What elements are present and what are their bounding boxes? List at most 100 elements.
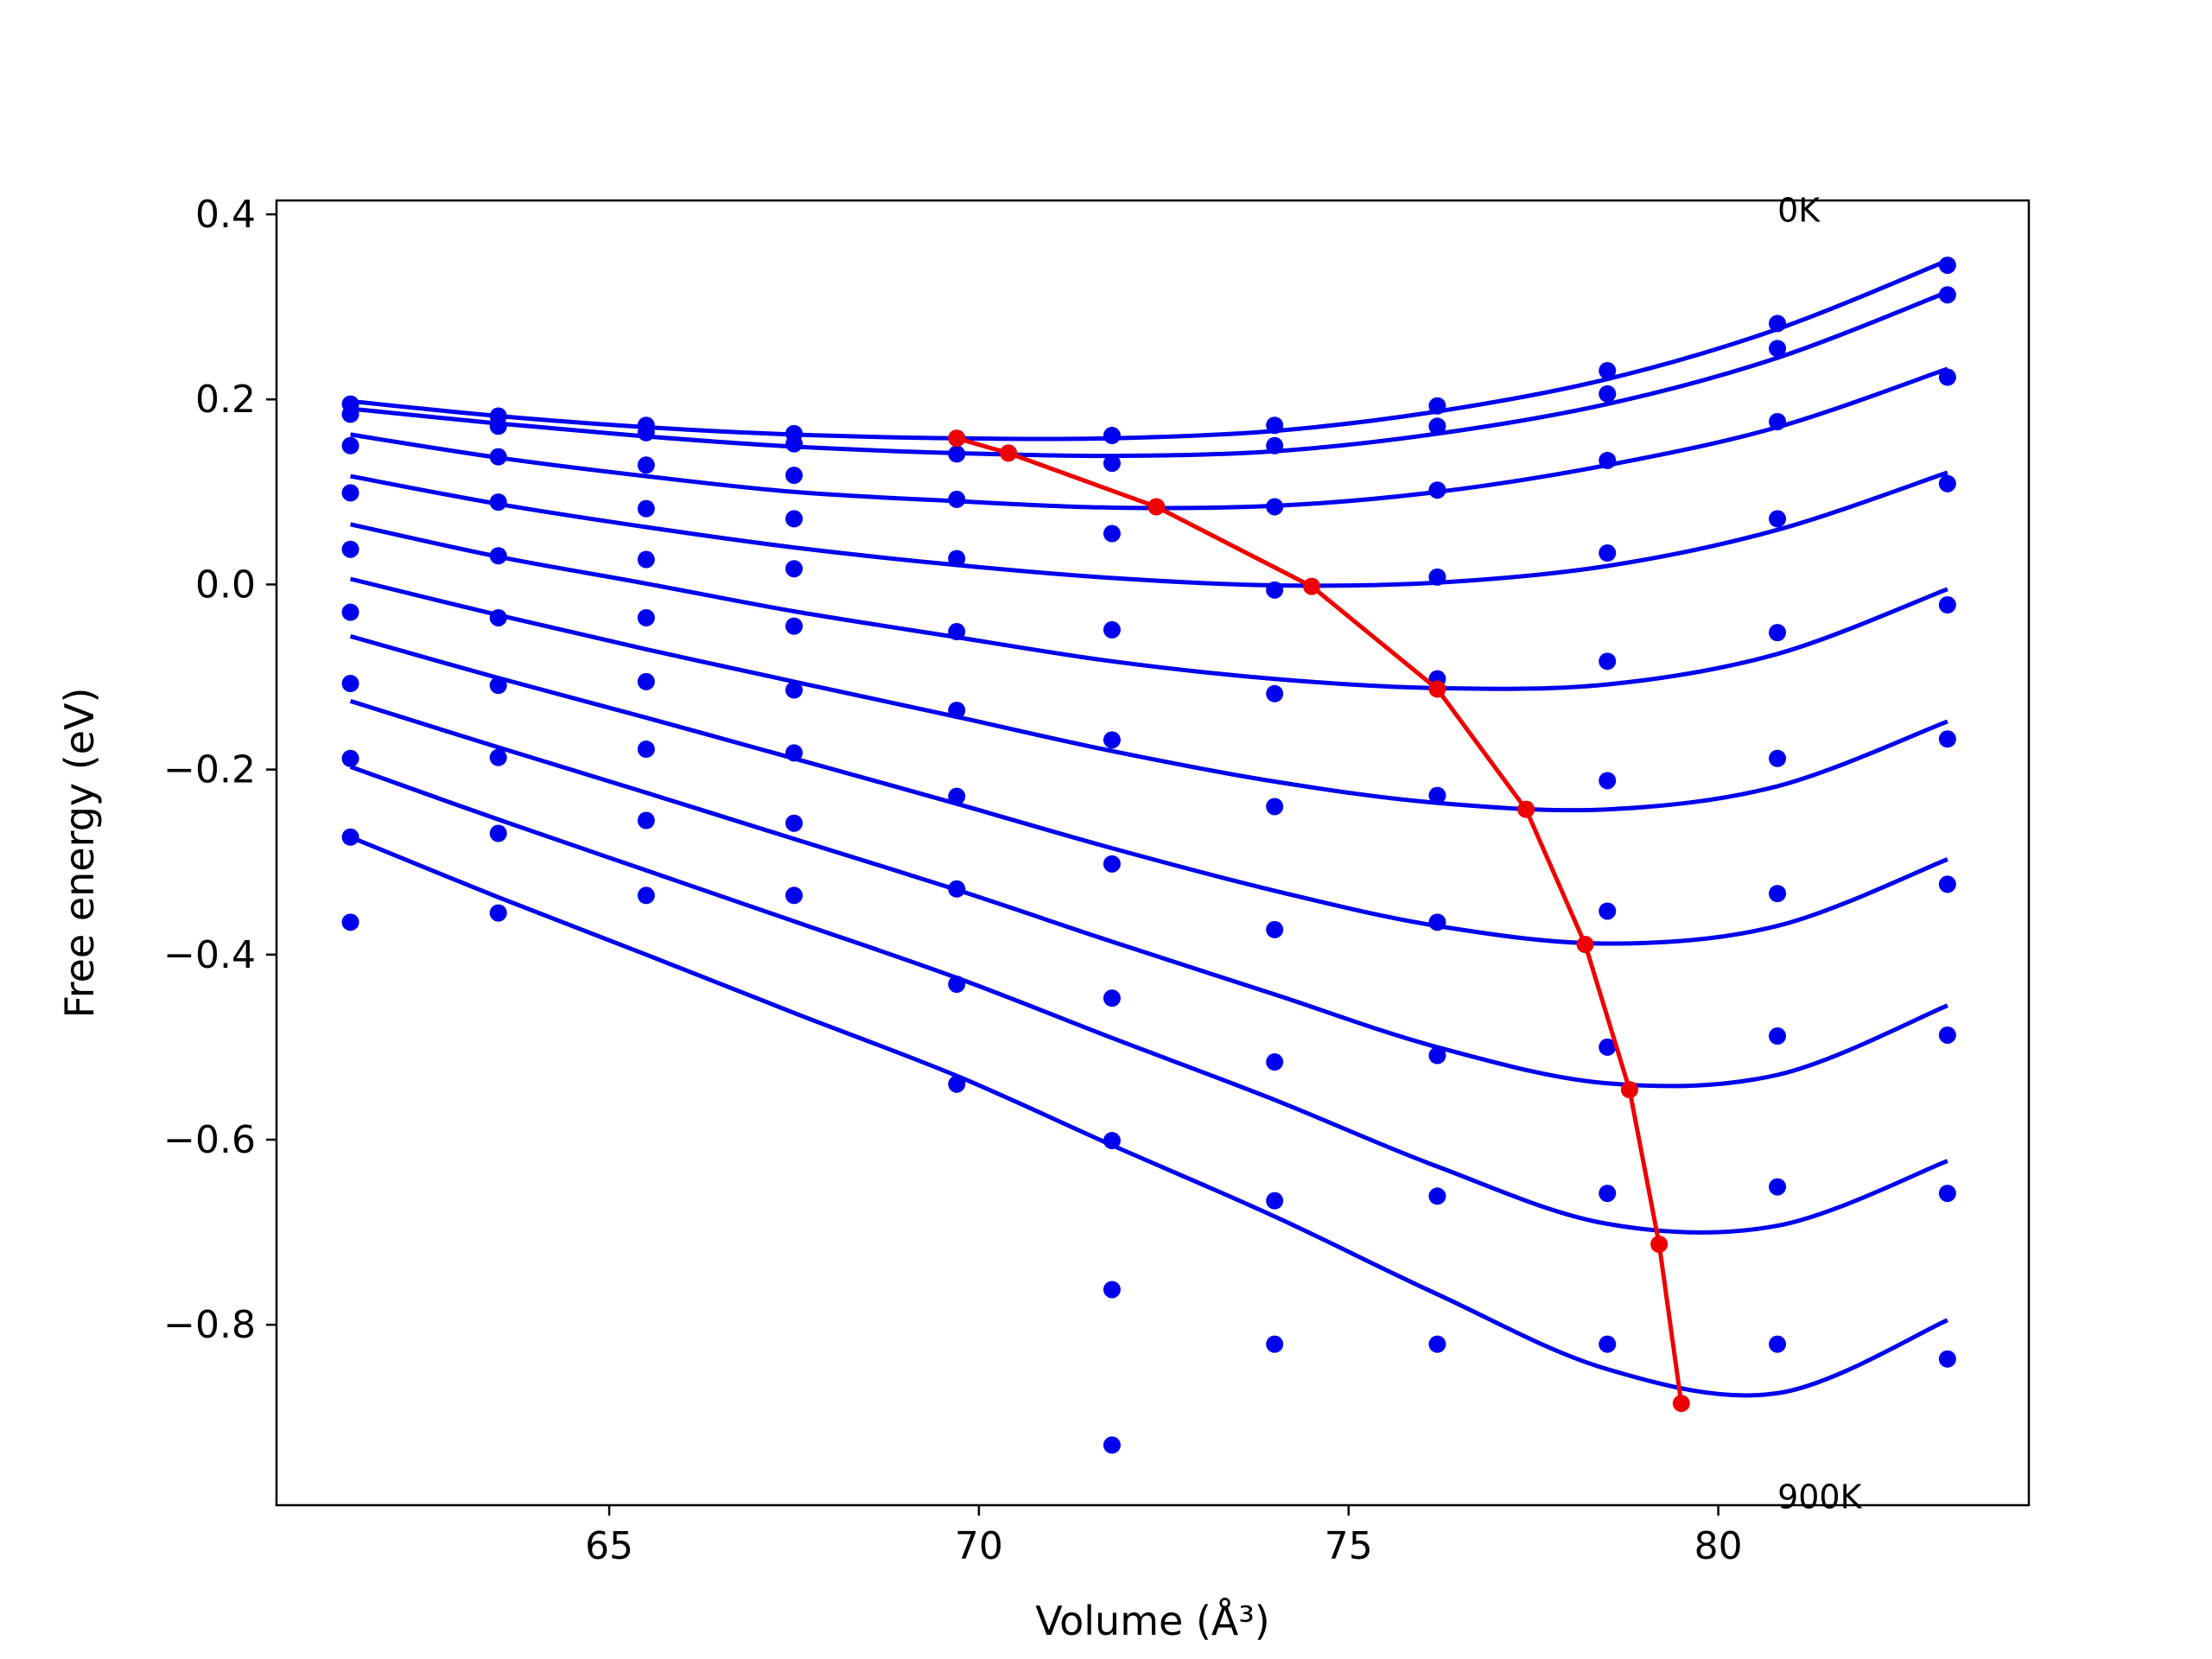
data-point-s1-0 [341, 405, 359, 423]
y-tick-label-6: −0.8 [163, 1303, 256, 1347]
x-tick-label-0: 65 [585, 1524, 633, 1568]
data-point-s7-3 [785, 744, 803, 762]
x-axis-label: Volume (Å³) [1035, 1598, 1270, 1644]
data-point-s3-3 [785, 510, 803, 528]
data-point-s2-10 [1938, 368, 1956, 386]
plot-frame [275, 199, 2031, 1507]
data-point-s8-2 [637, 811, 655, 830]
data-point-s1-5 [1103, 454, 1121, 473]
data-point-s0-6 [1266, 416, 1284, 435]
data-point-s8-6 [1266, 1192, 1284, 1210]
data-point-s6-7 [1428, 913, 1446, 931]
x-tick-label-1: 70 [955, 1524, 1003, 1568]
data-point-s3-5 [1103, 620, 1121, 639]
fit-curve-9 [349, 835, 1948, 1398]
data-point-s5-5 [1103, 855, 1121, 873]
minimum-path-point-4 [1428, 680, 1446, 698]
data-point-s0-5 [1103, 427, 1121, 445]
data-point-s7-5 [1103, 1132, 1121, 1150]
data-point-s8-4 [948, 976, 966, 994]
data-point-s4-4 [948, 623, 966, 641]
data-point-s0-10 [1938, 256, 1956, 274]
data-point-s6-8 [1599, 902, 1617, 920]
fit-curve-3 [350, 470, 1948, 588]
data-point-s8-3 [785, 814, 803, 832]
data-point-s9-10 [1938, 1350, 1956, 1368]
data-point-s4-5 [1103, 731, 1121, 749]
minimum-path-point-8 [1650, 1236, 1669, 1253]
data-point-s6-3 [785, 681, 803, 699]
annotation-label-900k: 900K [1777, 1478, 1863, 1516]
axis-ticks: 65 70 75 80 0.4 0.2 0.0 −0.2 −0.4 −0.6 −0.8 [163, 193, 1742, 1568]
data-point-s8-8 [1599, 1185, 1617, 1203]
data-point-s8-10 [1938, 1185, 1956, 1203]
data-point-s3-10 [1938, 474, 1956, 493]
data-point-s2-3 [785, 467, 803, 485]
data-point-s9-4 [948, 1075, 966, 1093]
annotation-label-0k: 0K [1777, 192, 1821, 230]
data-point-s1-1 [489, 417, 507, 435]
data-point-s3-6 [1266, 581, 1284, 599]
data-point-s6-9 [1769, 885, 1787, 903]
data-point-s7-1 [489, 748, 507, 766]
data-point-s6-0 [341, 675, 359, 693]
y-tick-label-0: 0.4 [195, 193, 256, 237]
y-tick-label-2: 0.0 [195, 563, 256, 607]
data-point-s7-2 [637, 741, 655, 759]
data-point-s1-2 [637, 423, 655, 442]
data-point-s3-4 [948, 550, 966, 568]
data-point-s9-2 [637, 887, 655, 905]
data-point-s1-8 [1599, 385, 1617, 403]
data-point-s4-6 [1266, 684, 1284, 702]
data-point-s3-7 [1428, 568, 1446, 586]
minimum-path-point-9 [1672, 1395, 1690, 1413]
data-point-s7-9 [1769, 1027, 1787, 1046]
data-point-s1-3 [785, 435, 803, 453]
data-point-s6-2 [637, 672, 655, 690]
data-point-s2-9 [1769, 412, 1787, 430]
data-point-s7-4 [948, 880, 966, 898]
data-point-s5-4 [948, 702, 966, 720]
data-point-s6-10 [1938, 875, 1956, 893]
data-point-s4-9 [1769, 624, 1787, 642]
data-point-s5-2 [637, 608, 655, 626]
data-point-s5-1 [489, 608, 507, 626]
data-point-s5-9 [1769, 749, 1787, 767]
y-axis-label: Free energy (eV) [56, 688, 103, 1019]
data-point-s1-10 [1938, 286, 1956, 304]
data-point-s8-9 [1769, 1178, 1787, 1196]
data-point-s8-0 [341, 828, 359, 846]
data-point-s5-6 [1266, 798, 1284, 816]
data-point-s2-0 [341, 436, 359, 454]
minimum-path-point-0 [948, 429, 966, 448]
minimum-path-point-7 [1620, 1081, 1638, 1099]
data-point-s4-0 [341, 540, 359, 558]
data-point-s5-7 [1428, 786, 1446, 804]
fit-curve-8 [349, 765, 1948, 1235]
data-point-s8-5 [1103, 1281, 1121, 1299]
data-point-s6-4 [948, 787, 966, 805]
data-point-s4-10 [1938, 595, 1956, 613]
data-point-s4-8 [1599, 652, 1617, 671]
data-point-s1-7 [1428, 417, 1446, 435]
data-point-s1-6 [1266, 436, 1284, 454]
minimum-path-point-6 [1576, 936, 1594, 954]
fit-curve-4 [350, 522, 1948, 691]
y-tick-label-3: −0.2 [163, 748, 256, 792]
data-point-s0-7 [1428, 397, 1446, 415]
data-point-s1-4 [948, 445, 966, 463]
data-point-s7-0 [341, 749, 359, 767]
data-point-s7-7 [1428, 1046, 1446, 1065]
data-point-s0-8 [1599, 362, 1617, 380]
fit-curve-2 [350, 366, 1948, 511]
data-point-s3-0 [341, 484, 359, 502]
data-point-s2-1 [489, 448, 507, 466]
data-point-s9-5 [1103, 1436, 1121, 1454]
data-point-s3-8 [1599, 544, 1617, 563]
data-point-s5-0 [341, 603, 359, 621]
x-tick-label-2: 75 [1325, 1524, 1373, 1568]
data-point-s6-5 [1103, 989, 1121, 1007]
plot-marks [341, 256, 1956, 1454]
